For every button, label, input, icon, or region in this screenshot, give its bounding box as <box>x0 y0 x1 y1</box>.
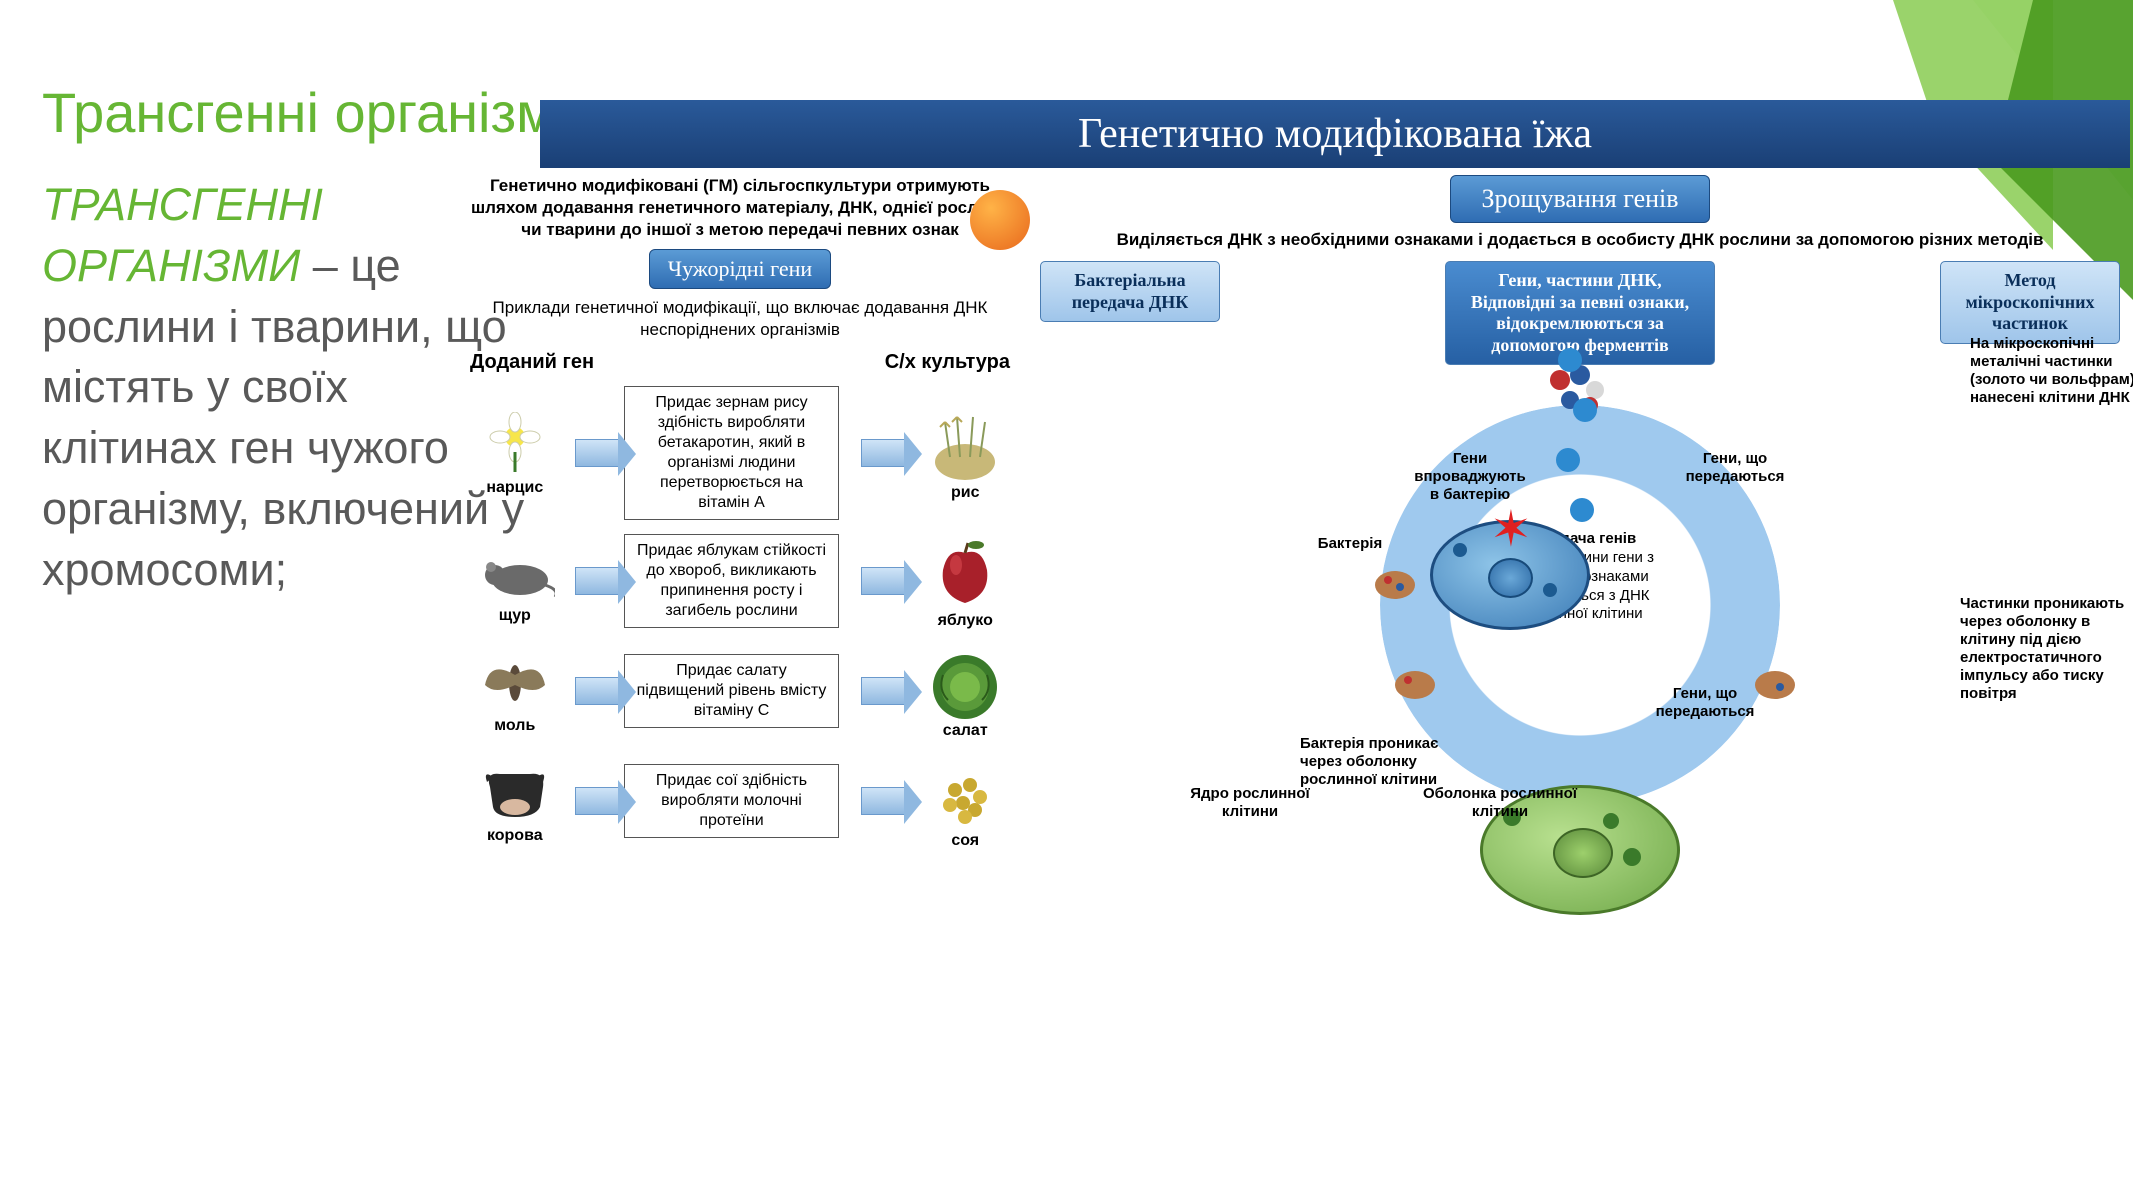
nucleus-label: Ядро рослинної клітини <box>1170 785 1330 821</box>
label-genes-transferred-top: Гени, що передаються <box>1680 450 1790 486</box>
impact-starburst-icon: ✶ <box>1490 500 1532 558</box>
label-bacteria: Бактерія <box>1310 535 1390 553</box>
source-organism: щур <box>460 537 570 625</box>
arrow-icon <box>861 439 906 467</box>
peach-icon <box>970 190 1030 250</box>
method-bacterial: Бактеріальна передача ДНК <box>1040 261 1220 322</box>
flower-icon <box>475 409 555 479</box>
gm-row: моль Придає салату підвищений рівень вміс… <box>460 642 1020 740</box>
microparticle-note: На мікроскопічні металічні частинки (зол… <box>1970 335 2133 407</box>
moth-icon <box>475 647 555 717</box>
grain-icon <box>920 404 1010 484</box>
gene-blob-icon <box>1370 565 1420 605</box>
particle-track-icon <box>1550 340 1610 540</box>
cow-icon <box>475 757 555 827</box>
source-organism: нарцис <box>460 409 570 497</box>
right-intro: Виділяється ДНК з необхідними ознаками і… <box>1040 229 2120 251</box>
arrow-icon <box>861 677 906 705</box>
left-intro: Генетично модифіковані (ГМ) сільгоспкуль… <box>460 175 1020 241</box>
target-crop: соя <box>910 752 1020 850</box>
source-organism: корова <box>460 757 570 845</box>
arrow-icon <box>575 787 620 815</box>
banner-title: Генетично модифікована їжа <box>540 100 2130 168</box>
gene-effect-desc: Придає сої здібність виробляти молочні п… <box>624 764 838 838</box>
definition-text: ТРАНСГЕННІ ОРГАНІЗМИ – це рослини і твар… <box>42 175 532 600</box>
arrow-icon <box>575 567 620 595</box>
arrow-icon <box>861 567 906 595</box>
gene-splicing-pill: Зрощування генів <box>1450 175 1709 223</box>
soy-icon <box>920 752 1010 832</box>
rat-icon <box>475 537 555 607</box>
gene-effect-desc: Придає яблукам стійкості до хвороб, викл… <box>624 534 838 628</box>
lettuce-icon <box>920 642 1010 722</box>
header-crop: С/х культура <box>885 351 1010 374</box>
target-crop: салат <box>910 642 1020 740</box>
definition: – це рослини і тварини, що містять у сво… <box>42 240 524 595</box>
target-crop: яблуко <box>910 532 1020 630</box>
left-subtext: Приклади генетичної модифікації, що вклю… <box>460 297 1020 341</box>
gm-row: щур Придає яблукам стійкості до хвороб, в… <box>460 532 1020 630</box>
gene-blob-icon <box>1750 665 1800 705</box>
arrow-icon <box>575 439 620 467</box>
particle-penetration-note: Частинки проникають через оболонку в клі… <box>1960 595 2133 703</box>
apple-icon <box>920 532 1010 612</box>
header-added-gene: Доданий ген <box>470 351 594 374</box>
membrane-label: Оболонка рослинної клітини <box>1410 785 1590 821</box>
term: ТРАНСГЕННІ ОРГАНІЗМИ <box>42 179 323 291</box>
label-genes-transferred-bottom: Гени, що передаються <box>1650 685 1760 721</box>
arrow-icon <box>575 677 620 705</box>
cell-nucleus <box>1553 828 1613 878</box>
gene-effect-desc: Придає салату підвищений рівень вмісту в… <box>624 654 838 728</box>
label-bacteria-penetrates: Бактерія проникає через оболонку рослинн… <box>1300 735 1460 789</box>
gm-row: корова Придає сої здібність виробляти мол… <box>460 752 1020 850</box>
gene-effect-desc: Придає зернам рису здібність виробляти б… <box>624 386 838 520</box>
source-organism: моль <box>460 647 570 735</box>
arrow-icon <box>861 787 906 815</box>
foreign-genes-column: Генетично модифіковані (ГМ) сільгоспкуль… <box>460 175 1020 862</box>
gm-row: нарцис Придає зернам рису здібність вироб… <box>460 386 1020 520</box>
method-microparticle: Метод мікроскопічних частинок <box>1940 261 2120 344</box>
target-crop: рис <box>910 404 1020 502</box>
slide-title: Трансгенні організми. <box>42 80 601 145</box>
label-genes-inserted: Гени впроваджують в бактерію <box>1410 450 1530 504</box>
gene-blob-icon <box>1390 665 1440 705</box>
foreign-genes-pill: Чужорідні гени <box>649 249 831 289</box>
